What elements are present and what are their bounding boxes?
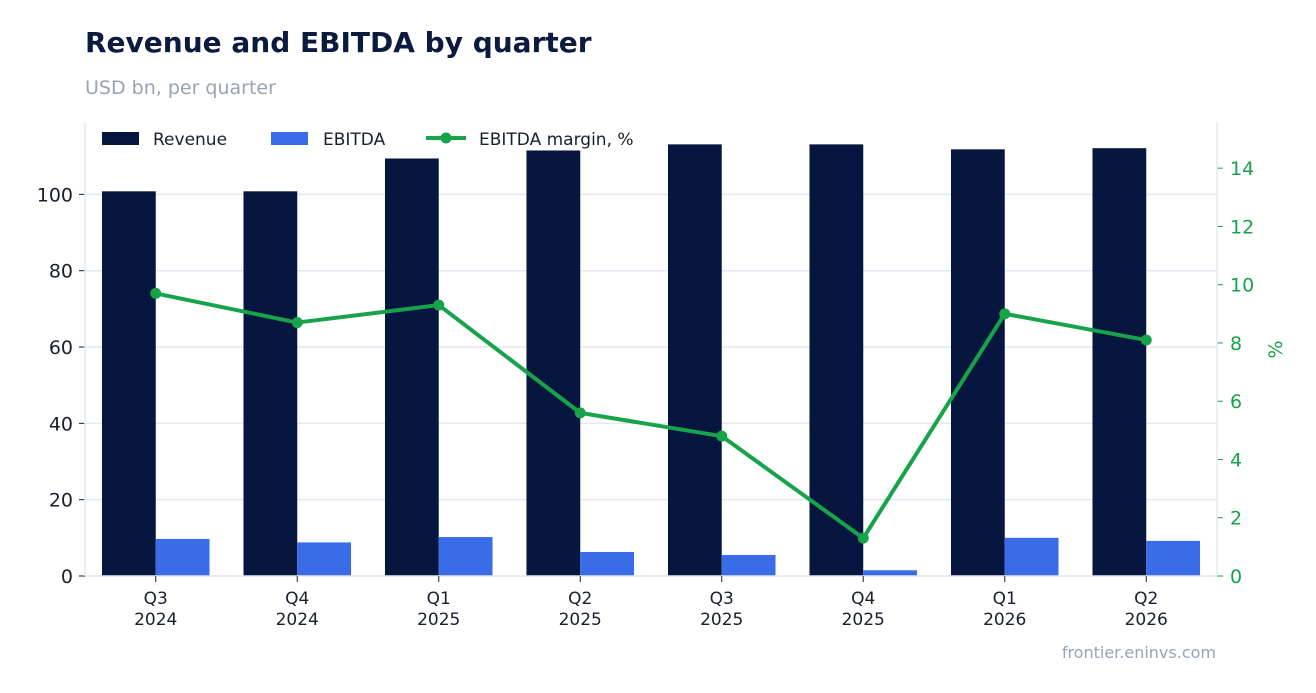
y-right-tick-label: 4 <box>1230 449 1242 471</box>
y-left-tick-label: 100 <box>37 184 73 206</box>
ebitda-bar <box>1146 540 1201 576</box>
ebitda-bar <box>1004 537 1059 576</box>
revenue-bar <box>667 144 722 576</box>
revenue-bar <box>950 149 1005 577</box>
y-right-tick-label: 8 <box>1230 333 1242 355</box>
x-tick-label-year: 2024 <box>276 610 319 630</box>
revenue-bar <box>526 150 581 577</box>
x-tick-label-year: 2025 <box>842 610 885 630</box>
legend: Revenue EBITDA EBITDA margin, % <box>102 130 634 150</box>
margin-line <box>150 287 1152 544</box>
y-left-tick-label: 60 <box>49 337 73 359</box>
y-right-axis-title: % <box>1265 340 1287 358</box>
ebitda-bar <box>438 537 493 576</box>
x-tick-label-quarter: Q2 <box>568 589 592 609</box>
source-credit: frontier.eninvs.com <box>1061 643 1216 662</box>
legend-label-ebitda: EBITDA <box>323 130 386 150</box>
x-tick-label-quarter: Q3 <box>710 589 734 609</box>
y-left-tick-label: 80 <box>49 261 73 283</box>
y-right-tick-label: 2 <box>1230 508 1242 530</box>
x-tick-label-year: 2025 <box>559 610 602 630</box>
y-left-tick-label: 20 <box>49 490 73 512</box>
chart-title: Revenue and EBITDA by quarter <box>85 26 592 59</box>
x-tick-label-quarter: Q1 <box>993 589 1017 609</box>
x-tick-label-quarter: Q4 <box>285 589 309 609</box>
x-tick-label-year: 2026 <box>1125 610 1168 630</box>
revenue-bar <box>809 144 864 576</box>
y-right-tick-label: 10 <box>1230 275 1254 297</box>
revenue-bar <box>101 191 156 576</box>
ebitda-margin-point <box>1140 334 1152 346</box>
x-tick-label-quarter: Q2 <box>1134 589 1158 609</box>
ebitda-margin-point <box>291 317 303 329</box>
y-right-tick-label: 12 <box>1230 216 1254 238</box>
chart-subtitle: USD bn, per quarter <box>85 77 276 99</box>
ebitda-margin-line <box>153 291 1149 541</box>
revenue-bar <box>384 158 439 576</box>
axes: 02040608010002468101214%Q32024Q42024Q120… <box>37 123 1287 630</box>
legend-swatch-revenue <box>102 132 139 145</box>
y-right-tick-label: 0 <box>1230 566 1242 588</box>
x-tick-label-quarter: Q3 <box>144 589 168 609</box>
x-tick-label-year: 2025 <box>417 610 460 630</box>
ebitda-bar <box>580 551 635 576</box>
ebitda-bar <box>155 538 210 576</box>
legend-label-margin: EBITDA margin, % <box>479 130 634 150</box>
legend-marker-margin <box>440 132 452 144</box>
y-right-tick-label: 6 <box>1230 391 1242 413</box>
ebitda-margin-point <box>999 308 1011 320</box>
ebitda-bar <box>721 555 776 576</box>
legend-swatch-ebitda <box>271 132 308 145</box>
ebitda-margin-point <box>574 407 586 419</box>
x-tick-label-year: 2025 <box>700 610 743 630</box>
ebitda-margin-point <box>150 287 162 299</box>
x-tick-label-quarter: Q1 <box>427 589 451 609</box>
x-tick-label-year: 2024 <box>134 610 177 630</box>
x-tick-label-year: 2026 <box>983 610 1026 630</box>
y-left-tick-label: 0 <box>61 566 73 588</box>
ebitda-margin-point <box>857 532 869 544</box>
y-right-tick-label: 14 <box>1230 158 1254 180</box>
legend-label-revenue: Revenue <box>153 130 227 150</box>
ebitda-bar <box>297 542 352 576</box>
revenue-bar <box>243 191 298 576</box>
y-left-tick-label: 40 <box>49 413 73 435</box>
ebitda-bar <box>863 570 918 576</box>
revenue-bar <box>1092 148 1147 576</box>
ebitda-margin-point <box>716 430 728 442</box>
bars <box>101 144 1201 577</box>
x-tick-label-quarter: Q4 <box>851 589 875 609</box>
ebitda-margin-point <box>433 299 445 311</box>
